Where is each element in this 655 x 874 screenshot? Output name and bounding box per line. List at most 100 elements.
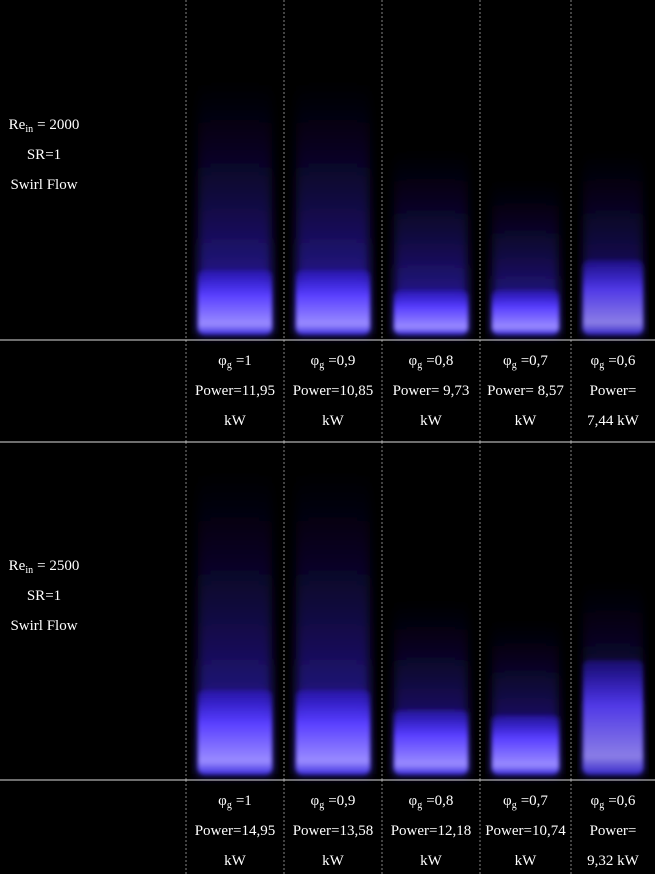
phi-subscript: g: [319, 800, 324, 811]
power: kW: [186, 846, 284, 874]
swirl-ratio-text: SR=1: [27, 147, 61, 163]
re-value: = 2000: [37, 117, 79, 133]
flow-type-text: Swirl Flow: [10, 618, 77, 634]
equivalence-ratio: φg =0,8: [382, 346, 480, 376]
phi-value: =0,9: [328, 353, 355, 369]
flame-core: [198, 270, 272, 334]
power: kW: [284, 846, 382, 874]
power-line: Power=12,18: [391, 823, 472, 839]
phi-value: =0,7: [521, 793, 548, 809]
phi-symbol: φ: [218, 793, 227, 809]
flame-core: [296, 270, 370, 334]
power-line: kW: [224, 413, 246, 429]
power-line: kW: [322, 413, 344, 429]
flame-caption: φg =0,8 Power= 9,73 kW: [382, 346, 480, 436]
power: kW: [186, 406, 284, 436]
flow-type: Swirl Flow: [0, 170, 88, 200]
reynolds: Rein= 2500: [0, 551, 88, 581]
phi-value: =0,8: [426, 353, 453, 369]
re-symbol: Re: [9, 117, 26, 133]
power-line: Power= 9,73: [393, 383, 470, 399]
condition-label: Rein = 2000 SR=1 Swirl Flow: [0, 110, 88, 200]
phi-subscript: g: [512, 360, 517, 371]
power: Power= 9,73: [382, 376, 480, 406]
power: Power=13,58: [284, 816, 382, 846]
phi-subscript: g: [319, 360, 324, 371]
power: Power=10,85: [284, 376, 382, 406]
phi-subscript: g: [417, 800, 422, 811]
phi-symbol: φ: [503, 793, 512, 809]
power: kW: [382, 406, 480, 436]
power: Power=14,95: [186, 816, 284, 846]
reynolds: Rein = 2000: [0, 110, 88, 140]
flame: [296, 470, 370, 774]
phi-value: =1: [236, 793, 252, 809]
phi-value: =1: [236, 353, 252, 369]
power-line: kW: [420, 413, 442, 429]
equivalence-ratio: φg=0,6: [571, 346, 655, 376]
equivalence-ratio: φg=0,8: [382, 786, 480, 816]
flame: [394, 150, 468, 334]
figure: Rein= 2000SR=1Swirl Flowφg=1Power=11,95k…: [0, 0, 655, 874]
power-line: Power=11,95: [195, 383, 275, 399]
flame: [198, 470, 272, 774]
power: Power= 8,57: [480, 376, 571, 406]
flame: [296, 80, 370, 334]
power-line: kW: [420, 853, 442, 869]
phi-value: =0,9: [328, 793, 355, 809]
power-line: kW: [322, 853, 344, 869]
power-line: 9,32 kW: [587, 853, 639, 869]
phi-symbol: φ: [218, 353, 227, 369]
phi-symbol: φ: [503, 353, 512, 369]
flame-core: [492, 715, 559, 774]
power-line: Power=10,74: [485, 823, 566, 839]
phi-subscript: g: [599, 360, 604, 371]
power-line: Power=10,85: [293, 383, 374, 399]
power: 7,44 kW: [571, 406, 655, 436]
power-line: Power=: [590, 823, 637, 839]
phi-subscript: g: [512, 800, 517, 811]
power-line: Power=14,95: [195, 823, 276, 839]
phi-subscript: g: [227, 360, 232, 371]
flame-caption: φg =0,9 Power=10,85 kW: [284, 346, 382, 436]
flame-caption: φg =0,7 Power=10,74 kW: [480, 786, 571, 874]
phi-subscript: g: [599, 800, 604, 811]
phi-symbol: φ: [311, 353, 320, 369]
phi-subscript: g: [417, 360, 422, 371]
equivalence-ratio: φg=0,6: [571, 786, 655, 816]
phi-subscript: g: [227, 800, 232, 811]
phi-value: =0,6: [608, 793, 635, 809]
phi-value: =0,8: [426, 793, 453, 809]
power-line: kW: [515, 413, 537, 429]
flame: [583, 580, 643, 774]
power-line: kW: [515, 853, 537, 869]
flame-core: [296, 690, 370, 774]
re-subscript: in: [25, 124, 33, 135]
power-line: Power=13,58: [293, 823, 374, 839]
re-symbol: Re: [9, 558, 26, 574]
flame: [492, 180, 559, 334]
equivalence-ratio: φg=0,9: [284, 786, 382, 816]
flame: [198, 80, 272, 334]
flame-images: [0, 0, 655, 874]
power-line: Power=: [590, 383, 637, 399]
flow-type-text: Swirl Flow: [10, 177, 77, 193]
flow-type: Swirl Flow: [0, 611, 88, 641]
power: kW: [284, 406, 382, 436]
flame: [583, 150, 643, 334]
phi-symbol: φ: [591, 353, 600, 369]
flame-caption: φg =1 Power=11,95 kW: [186, 346, 284, 436]
power-line: Power= 8,57: [487, 383, 564, 399]
re-subscript: in: [25, 565, 33, 576]
flame-core: [492, 290, 559, 334]
power: Power=12,18: [382, 816, 480, 846]
phi-symbol: φ: [409, 353, 418, 369]
swirl-ratio: SR=1: [0, 581, 88, 611]
power: kW: [480, 406, 571, 436]
flame-caption: φg =1 Power=14,95 kW: [186, 786, 284, 874]
flame: [492, 620, 559, 774]
